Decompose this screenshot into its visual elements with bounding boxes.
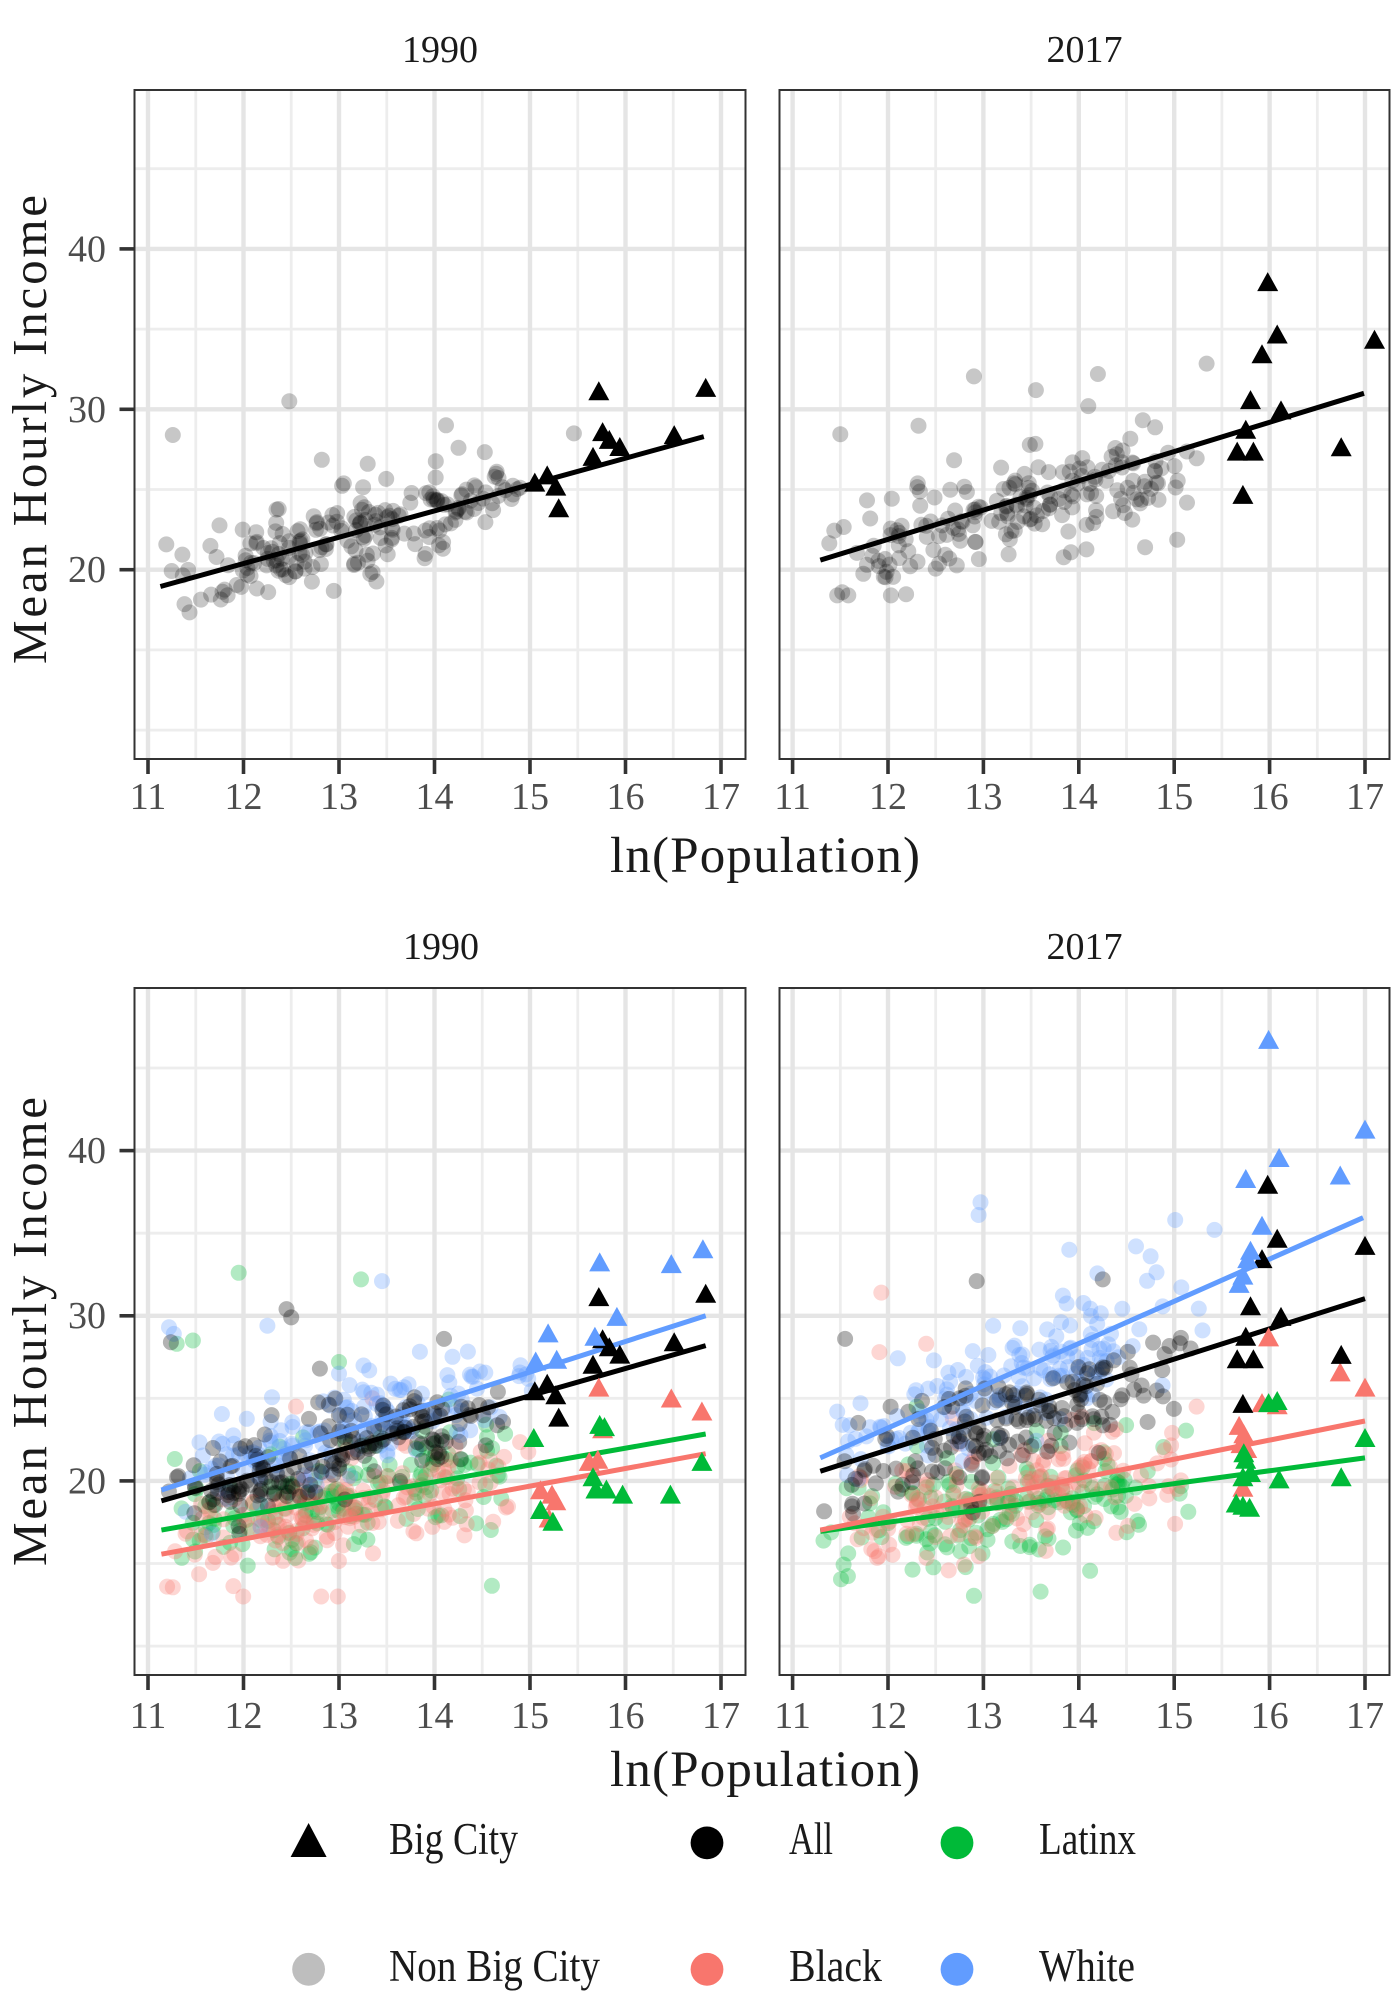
svg-text:12: 12 — [869, 1695, 907, 1737]
svg-text:17: 17 — [702, 776, 740, 818]
svg-text:15: 15 — [1155, 776, 1193, 818]
svg-text:1990: 1990 — [403, 926, 479, 968]
svg-text:14: 14 — [1060, 776, 1098, 818]
svg-text:13: 13 — [964, 1695, 1002, 1737]
svg-text:40: 40 — [68, 1130, 106, 1172]
svg-text:17: 17 — [702, 1695, 740, 1737]
svg-text:14: 14 — [1060, 1695, 1098, 1737]
svg-text:12: 12 — [225, 776, 263, 818]
svg-text:14: 14 — [416, 1695, 454, 1737]
svg-text:Mean Hourly Income: Mean Hourly Income — [2, 195, 57, 664]
svg-text:15: 15 — [511, 776, 549, 818]
svg-text:2017: 2017 — [1047, 926, 1123, 968]
svg-text:White: White — [1039, 1941, 1135, 1991]
svg-text:ln(Population): ln(Population) — [610, 828, 920, 884]
svg-text:Non Big City: Non Big City — [389, 1941, 600, 1991]
svg-text:11: 11 — [774, 1695, 811, 1737]
svg-text:20: 20 — [68, 1460, 106, 1502]
svg-text:16: 16 — [1251, 776, 1289, 818]
svg-text:15: 15 — [1155, 1695, 1193, 1737]
svg-text:14: 14 — [416, 776, 454, 818]
svg-text:16: 16 — [1251, 1695, 1289, 1737]
svg-text:2017: 2017 — [1047, 29, 1123, 71]
svg-text:11: 11 — [774, 776, 811, 818]
svg-text:12: 12 — [869, 776, 907, 818]
svg-text:17: 17 — [1346, 1695, 1384, 1737]
svg-text:30: 30 — [68, 1295, 106, 1337]
svg-text:20: 20 — [68, 549, 106, 591]
svg-text:40: 40 — [68, 228, 106, 270]
svg-text:11: 11 — [130, 1695, 167, 1737]
svg-text:1990: 1990 — [402, 29, 478, 71]
svg-text:Mean Hourly Income: Mean Hourly Income — [2, 1097, 57, 1566]
svg-text:11: 11 — [130, 776, 167, 818]
svg-text:16: 16 — [607, 776, 645, 818]
svg-text:13: 13 — [320, 776, 358, 818]
svg-text:Black: Black — [789, 1941, 882, 1991]
svg-text:13: 13 — [964, 776, 1002, 818]
svg-text:17: 17 — [1346, 776, 1384, 818]
svg-text:15: 15 — [511, 1695, 549, 1737]
svg-text:13: 13 — [320, 1695, 358, 1737]
svg-text:12: 12 — [225, 1695, 263, 1737]
svg-text:ln(Population): ln(Population) — [610, 1742, 920, 1798]
svg-text:30: 30 — [68, 389, 106, 431]
svg-text:Latinx: Latinx — [1039, 1814, 1136, 1864]
svg-text:All: All — [789, 1814, 833, 1864]
svg-text:16: 16 — [607, 1695, 645, 1737]
svg-text:Big City: Big City — [389, 1814, 518, 1864]
